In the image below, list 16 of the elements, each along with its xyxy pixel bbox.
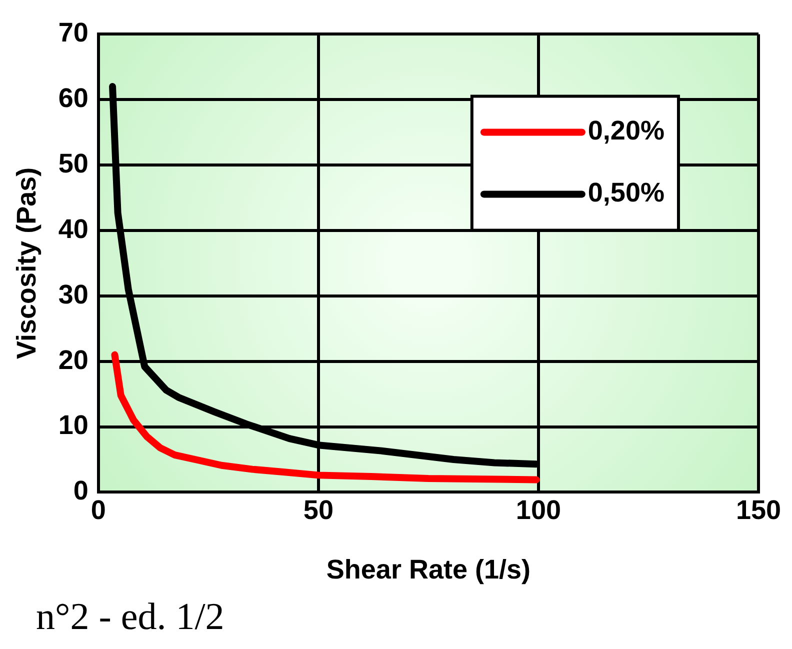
y-tick-label: 50 bbox=[58, 148, 88, 179]
legend-label: 0,50% bbox=[588, 178, 664, 208]
legend-label: 0,20% bbox=[588, 116, 664, 146]
y-tick-label: 60 bbox=[58, 83, 88, 114]
x-tick-label: 50 bbox=[303, 494, 334, 525]
y-tick-label: 30 bbox=[58, 279, 88, 310]
y-axis-title: Viscosity (Pas) bbox=[12, 167, 42, 360]
x-axis-title: Shear Rate (1/s) bbox=[326, 554, 530, 584]
y-tick-label: 10 bbox=[58, 410, 88, 440]
text: n°2 - ed. 1/2 bbox=[36, 595, 224, 639]
y-tick-label: 20 bbox=[58, 344, 88, 375]
y-tick-label: 40 bbox=[58, 214, 88, 244]
x-tick-label: 150 bbox=[736, 494, 782, 525]
x-tick-label: 100 bbox=[516, 494, 561, 525]
y-tick-label: 0 bbox=[73, 476, 88, 506]
y-tick-label: 70 bbox=[58, 18, 88, 48]
